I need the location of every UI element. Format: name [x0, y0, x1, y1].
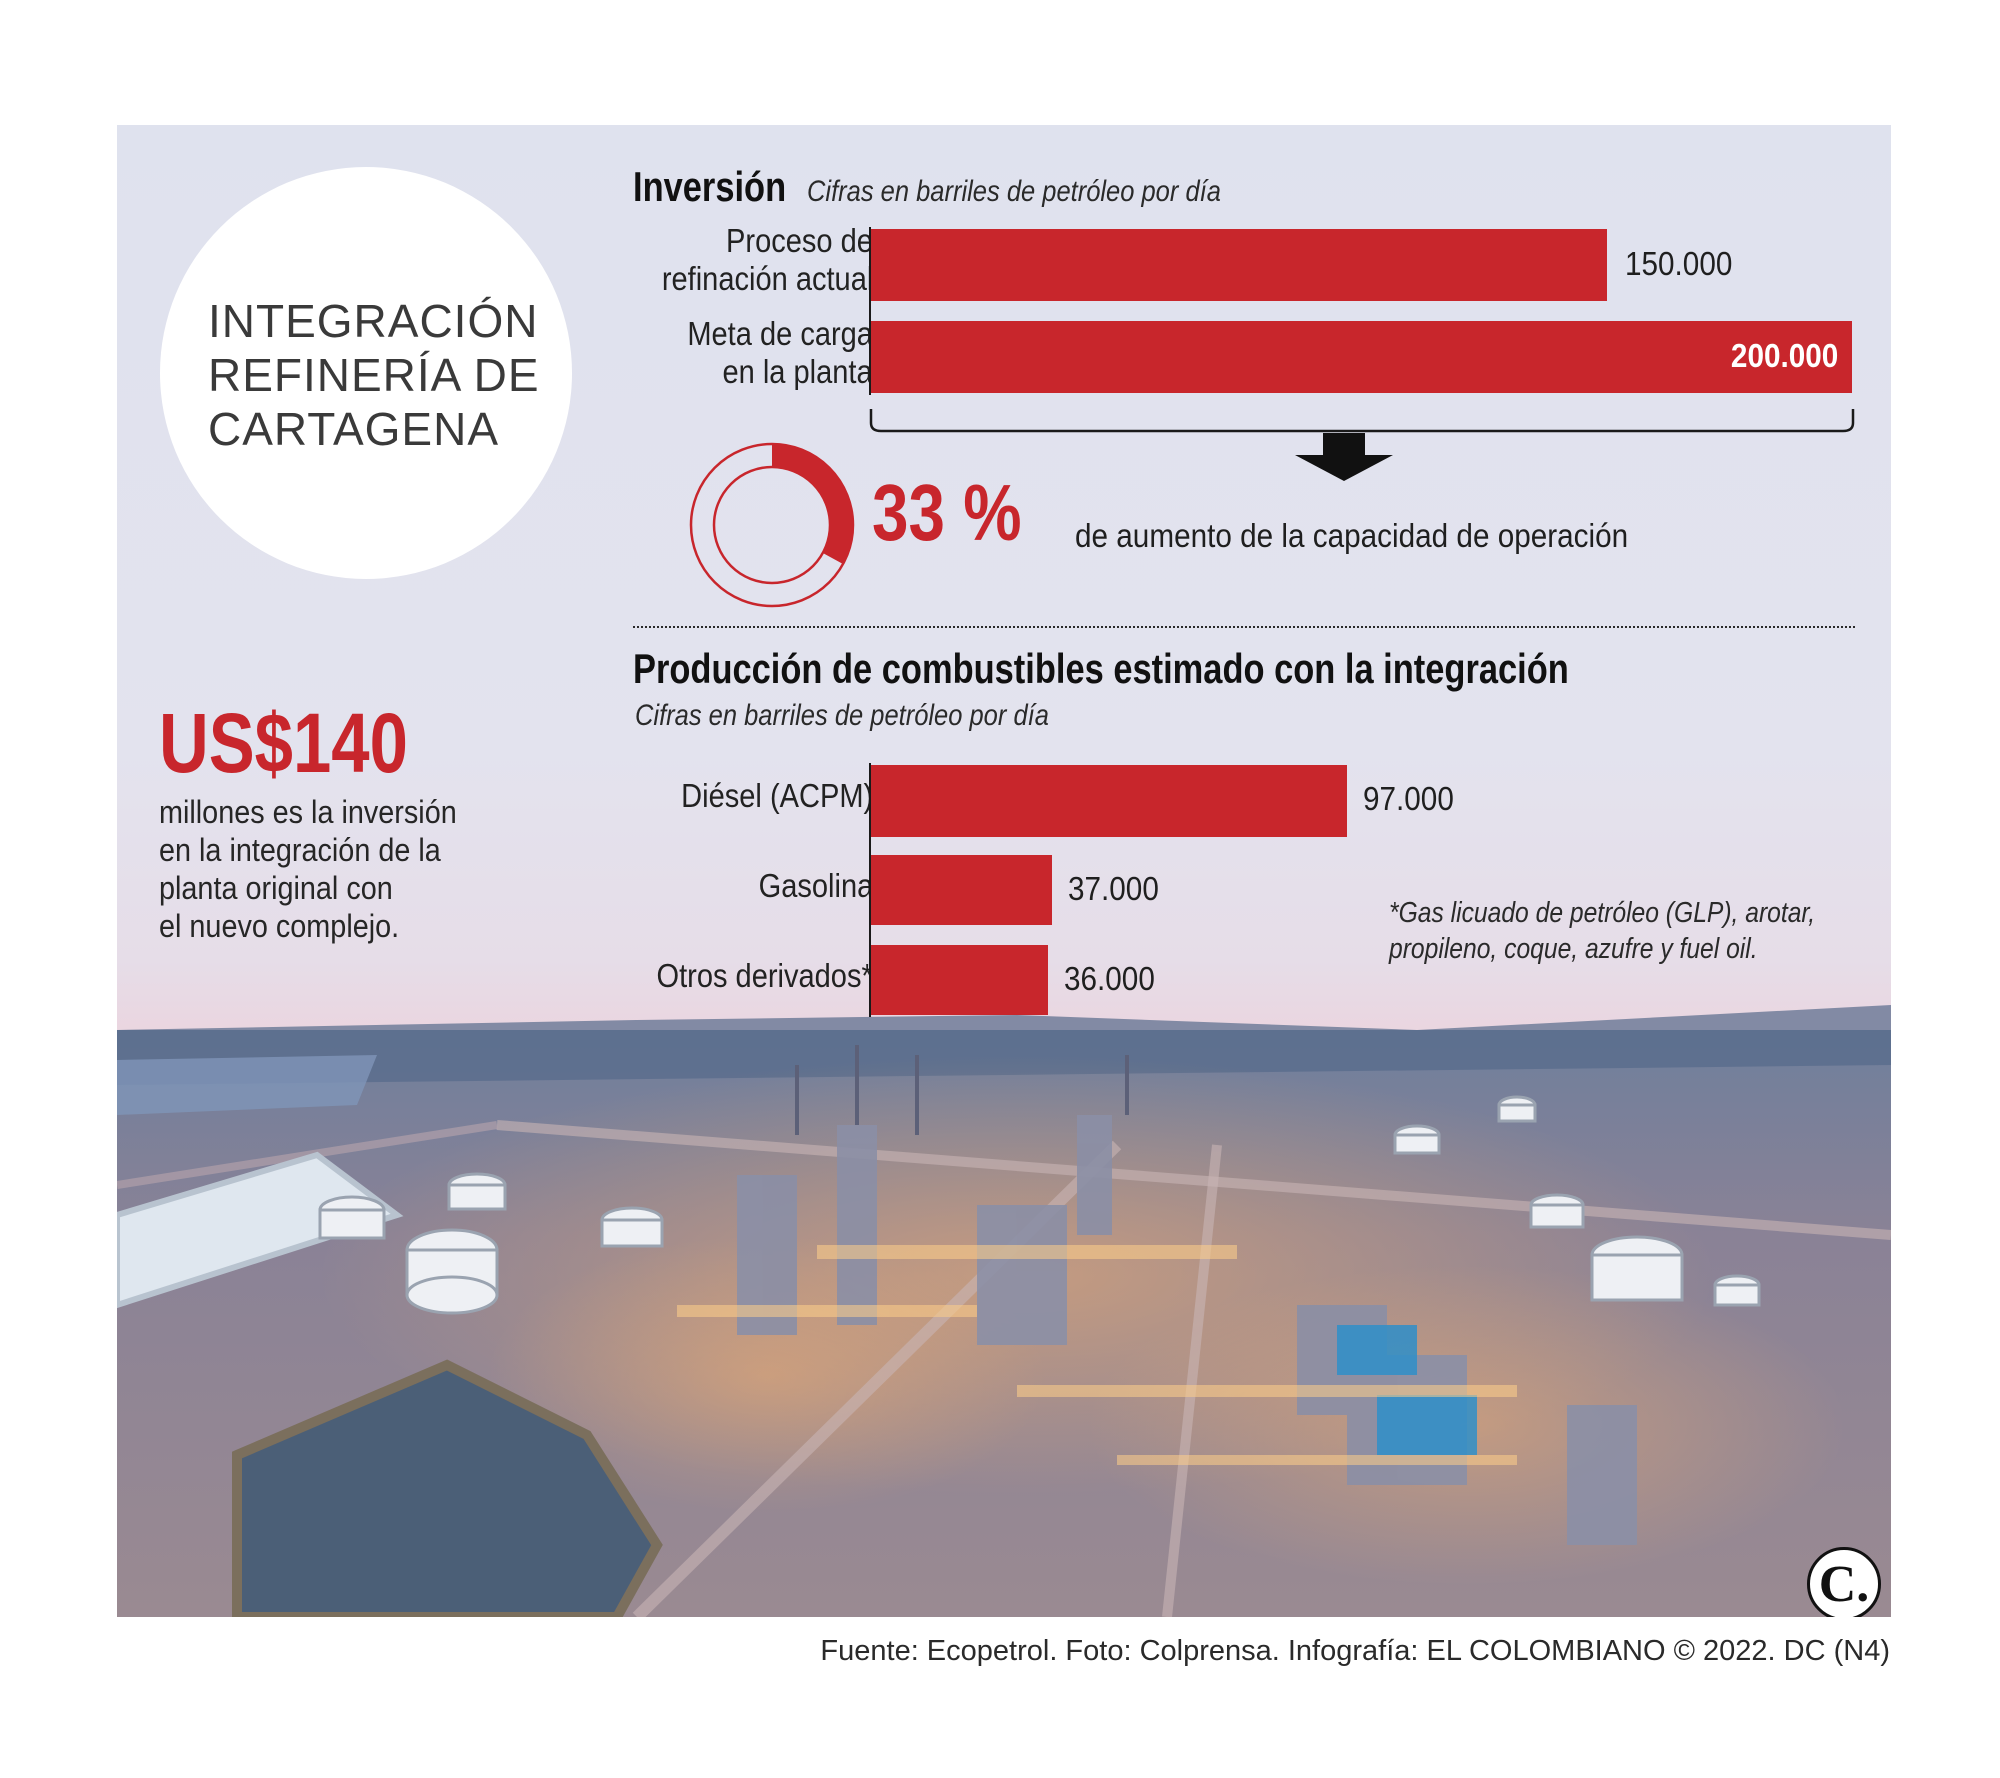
refinery-photo	[117, 1005, 1891, 1617]
chart1-category-2-line2: en la planta	[722, 353, 873, 390]
footnote-line-1: *Gas licuado de petróleo (GLP), arotar,	[1389, 897, 1816, 929]
chart2-bar-gasolina	[871, 855, 1053, 925]
infographic-panel: INTEGRACIÓN REFINERÍA DE CARTAGENA Inver…	[117, 125, 1891, 1617]
credit-line: Fuente: Ecopetrol. Foto: Colprensa. Info…	[820, 1635, 1890, 1667]
chart2-category-otros: Otros derivados*	[656, 957, 873, 994]
title-line-2: REFINERÍA DE	[208, 349, 540, 401]
chart1-bar-meta	[871, 321, 1852, 393]
chart1-bar-proceso	[871, 229, 1607, 301]
chart1-title: Inversión	[633, 163, 787, 210]
chart2-title: Producción de combustibles estimado con …	[633, 645, 1569, 692]
bracket-arrow	[869, 409, 1855, 481]
investment-text-line-2: en la integración de la	[159, 832, 441, 868]
chart2-category-gasolina: Gasolina	[758, 867, 873, 904]
chart2-value-label-gasolina: 37.000	[1068, 870, 1160, 907]
chart2-axis	[869, 763, 871, 1017]
investment-amount: US$140	[159, 696, 408, 790]
chart1-category-1-line2: refinación actual	[661, 260, 873, 297]
increase-percent: 33 %	[872, 468, 1022, 557]
increase-description: de aumento de la capacidad de operación	[1075, 517, 1629, 554]
chart2-category-diesel: Diésel (ACPM)	[680, 777, 873, 814]
footnote-line-2: propileno, coque, azufre y fuel oil.	[1389, 933, 1758, 965]
investment-text-line-4: el nuevo complejo.	[159, 908, 400, 944]
chart1-value-label-1: 150.000	[1624, 245, 1733, 282]
section-divider	[633, 626, 1855, 628]
chart2-bar-diesel	[871, 765, 1347, 837]
title-circle: INTEGRACIÓN REFINERÍA DE CARTAGENA	[160, 167, 572, 579]
title-line-3: CARTAGENA	[208, 403, 500, 455]
chart2-value-label-diesel: 97.000	[1362, 780, 1454, 817]
logo-letter: C.	[1818, 1555, 1870, 1613]
title-line-1: INTEGRACIÓN	[208, 295, 539, 347]
chart2-value-label-otros: 36.000	[1063, 960, 1155, 997]
el-colombiano-logo: C.	[1807, 1547, 1881, 1617]
chart1-category-2-line1: Meta de carga	[687, 315, 873, 352]
chart1-axis	[869, 227, 871, 395]
chart1-value-label-2: 200.000	[1730, 337, 1838, 374]
chart2-bar-otros	[871, 945, 1048, 1015]
investment-text-line-1: millones es la inversión	[159, 794, 457, 830]
chart1-category-1-line1: Proceso de	[726, 222, 873, 259]
chart1-subtitle: Cifras en barriles de petróleo por día	[807, 175, 1221, 208]
chart2-subtitle: Cifras en barriles de petróleo por día	[635, 699, 1049, 732]
increase-donut	[689, 442, 855, 608]
investment-text-line-3: planta original con	[159, 870, 393, 906]
